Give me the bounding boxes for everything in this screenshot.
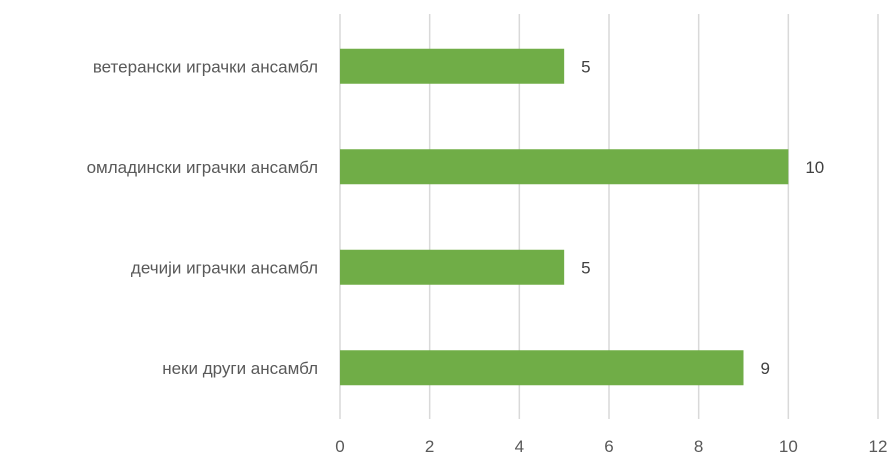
x-tick-label: 4 <box>515 437 524 456</box>
x-tick-label: 12 <box>869 437 888 456</box>
data-label: 5 <box>581 57 590 76</box>
bar <box>340 250 564 285</box>
bar <box>340 49 564 84</box>
data-label: 5 <box>581 258 590 277</box>
x-tick-label: 10 <box>779 437 798 456</box>
category-label: омладински играчки ансамбл <box>87 158 318 177</box>
data-label: 9 <box>761 359 770 378</box>
bars <box>340 49 788 386</box>
category-label: неки други ансамбл <box>162 359 318 378</box>
x-axis-tick-labels: 0 2 4 6 8 10 12 <box>335 437 887 456</box>
bar <box>340 149 788 184</box>
data-label: 10 <box>805 158 824 177</box>
bar <box>340 350 744 385</box>
category-label: дечији играчки ансамбл <box>131 258 318 277</box>
category-labels: ветерански играчки ансамбл омладински игр… <box>87 57 318 378</box>
category-label: ветерански играчки ансамбл <box>93 57 318 76</box>
x-tick-label: 8 <box>694 437 703 456</box>
x-tick-label: 0 <box>335 437 344 456</box>
x-tick-label: 2 <box>425 437 434 456</box>
x-tick-label: 6 <box>604 437 613 456</box>
